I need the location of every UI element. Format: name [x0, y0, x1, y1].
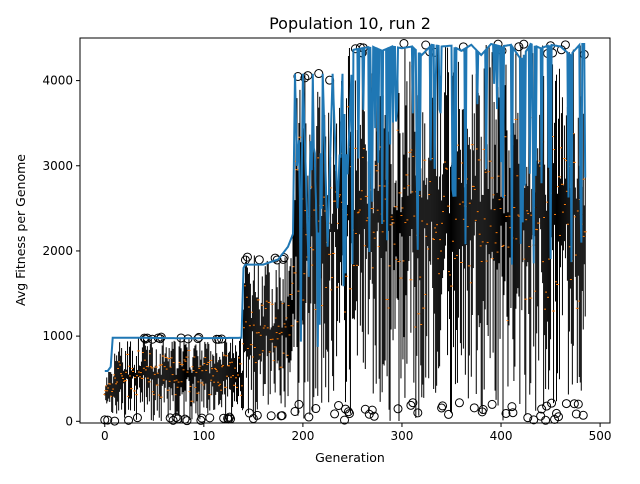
outlier-marker — [311, 404, 321, 414]
outlier-marker — [571, 409, 581, 419]
outlier-marker — [406, 400, 416, 410]
outlier-marker — [205, 413, 215, 423]
y-tick-label: 1000 — [42, 329, 73, 343]
outlier-marker — [501, 408, 511, 418]
x-axis-label: Generation — [315, 450, 385, 465]
outlier-marker — [110, 416, 120, 426]
outlier-marker — [478, 405, 488, 415]
x-tick-label: 100 — [192, 429, 215, 443]
y-tick-label: 2000 — [42, 244, 73, 258]
outlier-marker — [553, 412, 563, 422]
outlier-marker — [343, 407, 353, 417]
outlier-marker — [421, 40, 431, 50]
outlier-marker — [507, 402, 517, 412]
outlier-marker — [330, 409, 340, 419]
outlier-marker — [541, 415, 551, 425]
x-tick-label: 500 — [589, 429, 612, 443]
outlier-marker — [437, 403, 447, 413]
outlier-marker — [124, 415, 134, 425]
outlier-marker — [469, 403, 479, 413]
outlier-marker — [334, 401, 344, 411]
y-axis-label: Avg Fitness per Genome — [13, 154, 28, 306]
outlier-marker — [290, 406, 300, 416]
outlier-marker — [367, 405, 377, 415]
x-axis: 0 100 200 300 400 500 — [101, 423, 612, 443]
outlier-marker — [314, 69, 324, 79]
outlier-marker — [514, 42, 524, 52]
x-tick-label: 300 — [391, 429, 414, 443]
outlier-marker — [560, 40, 570, 50]
outlier-marker — [225, 412, 235, 422]
outlier-marker — [242, 252, 252, 262]
outlier-marker — [266, 411, 276, 421]
outlier-marker — [542, 401, 552, 411]
outlier-marker — [519, 39, 529, 49]
outlier-marker — [140, 334, 150, 344]
outlier-marker — [132, 413, 142, 423]
outlier-marker — [369, 411, 379, 421]
y-tick-label: 0 — [65, 414, 73, 428]
outlier-marker — [300, 73, 310, 83]
outlier-marker — [103, 415, 113, 425]
outlier-marker — [569, 399, 579, 409]
outlier-marker — [344, 409, 354, 419]
outlier-marker — [454, 398, 464, 408]
outlier-marker — [444, 409, 454, 419]
outlier-marker — [182, 416, 192, 426]
outlier-marker — [340, 415, 350, 425]
y-axis: 0 1000 2000 3000 4000 — [42, 74, 80, 428]
outlier-marker — [304, 412, 314, 422]
outlier-marker — [578, 410, 588, 420]
outlier-marker — [393, 404, 403, 414]
outlier-marker — [523, 413, 533, 423]
mean-line — [104, 42, 587, 372]
x-tick-label: 0 — [101, 429, 109, 443]
outlier-marker — [294, 399, 304, 409]
axes-frame — [79, 37, 611, 424]
outlier-marker — [413, 408, 423, 418]
outlier-marker — [214, 334, 224, 344]
outlier-marker — [219, 413, 229, 423]
y-tick-label: 3000 — [42, 159, 73, 173]
y-tick-label: 4000 — [42, 74, 73, 88]
x-tick-label: 400 — [490, 429, 513, 443]
outlier-marker — [537, 404, 547, 414]
outlier-marker — [408, 398, 418, 408]
outlier-marker — [438, 401, 448, 411]
x-tick-label: 200 — [291, 429, 314, 443]
outlier-marker — [171, 413, 181, 423]
outlier-marker — [547, 398, 557, 408]
outlier-marker — [277, 411, 287, 421]
outlier-marker — [508, 408, 518, 418]
outlier-marker — [487, 399, 497, 409]
data-layer — [100, 38, 589, 426]
chart-title: Population 10, run 2 — [269, 14, 431, 33]
outlier-marker — [168, 415, 178, 425]
outlier-marker — [573, 399, 583, 409]
outlier-marker — [529, 415, 539, 425]
outlier-marker — [252, 410, 262, 420]
